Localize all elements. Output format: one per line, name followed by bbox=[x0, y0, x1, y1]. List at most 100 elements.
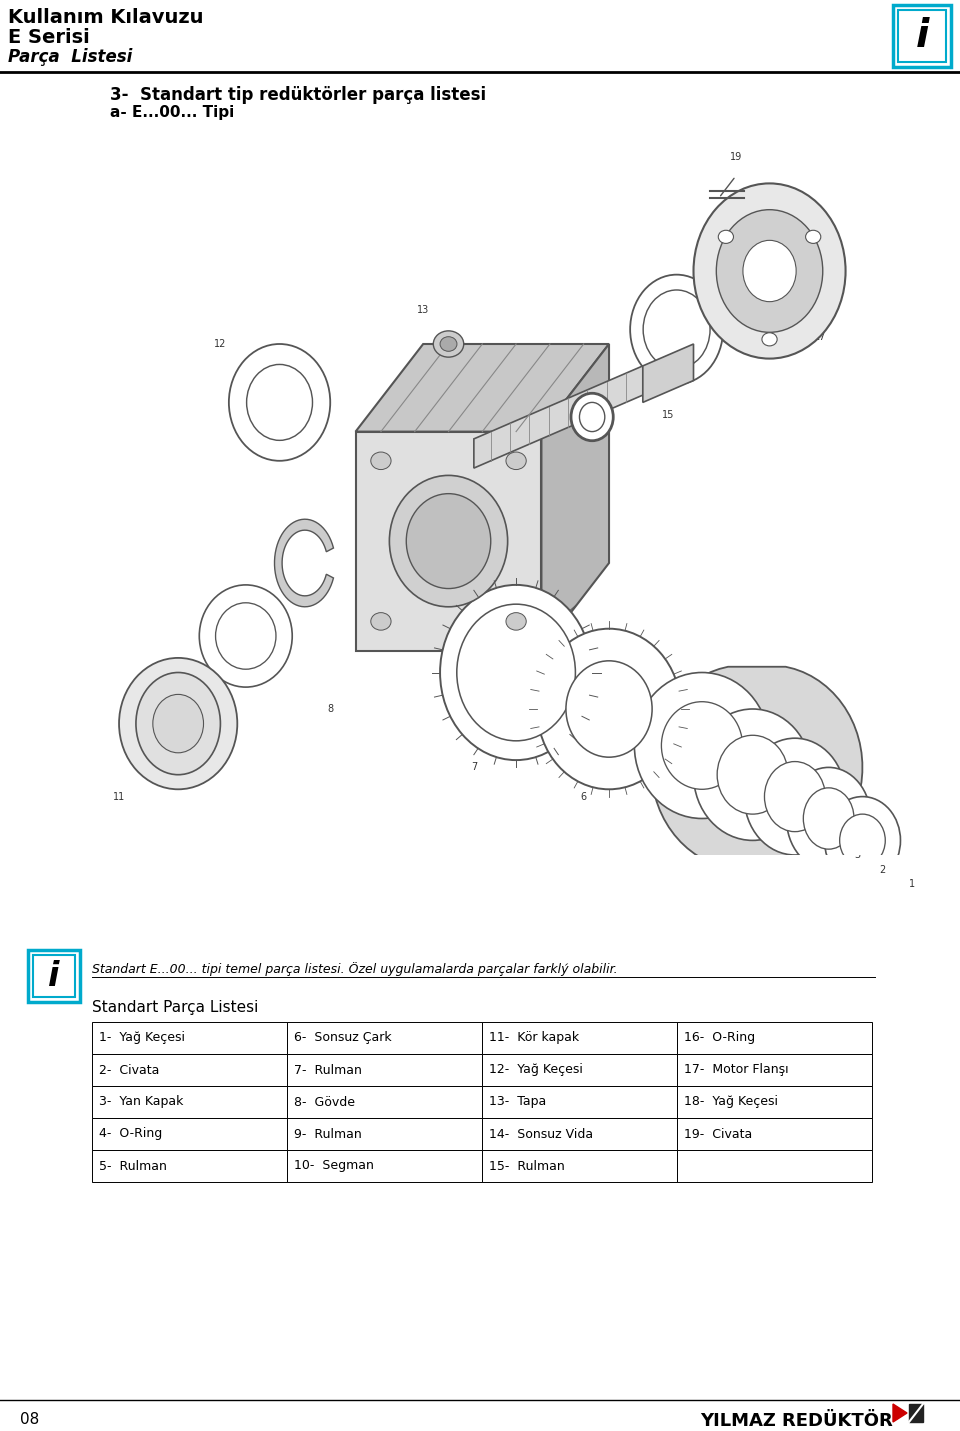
Text: 5: 5 bbox=[778, 813, 784, 823]
Ellipse shape bbox=[786, 767, 871, 870]
Ellipse shape bbox=[693, 708, 812, 840]
Text: 5-  Rulman: 5- Rulman bbox=[99, 1159, 167, 1172]
Text: 15: 15 bbox=[662, 409, 674, 419]
Text: 17: 17 bbox=[814, 332, 827, 342]
Circle shape bbox=[762, 333, 778, 346]
Text: 8: 8 bbox=[327, 704, 333, 714]
Ellipse shape bbox=[764, 761, 826, 831]
Text: 18-  Yağ Keçesi: 18- Yağ Keçesi bbox=[684, 1096, 778, 1109]
Bar bbox=[287, 1118, 482, 1151]
Text: i: i bbox=[48, 960, 60, 993]
Bar bbox=[677, 1118, 872, 1151]
Polygon shape bbox=[541, 343, 609, 651]
Ellipse shape bbox=[566, 661, 652, 757]
Bar bbox=[909, 1404, 923, 1422]
Bar bbox=[287, 1151, 482, 1182]
Ellipse shape bbox=[635, 673, 770, 819]
Circle shape bbox=[718, 230, 733, 243]
Ellipse shape bbox=[717, 736, 788, 814]
Bar bbox=[92, 1055, 287, 1086]
Bar bbox=[677, 1055, 872, 1086]
Bar bbox=[482, 1151, 677, 1182]
Text: 14-  Sonsuz Vida: 14- Sonsuz Vida bbox=[489, 1128, 593, 1141]
Text: Standart E...00... tipi temel parça listesi. Özel uygulamalarda parçalar farklý : Standart E...00... tipi temel parça list… bbox=[92, 962, 617, 976]
Bar bbox=[677, 1022, 872, 1055]
Text: 1-  Yağ Keçesi: 1- Yağ Keçesi bbox=[99, 1032, 185, 1045]
Text: 2: 2 bbox=[879, 864, 886, 874]
Text: 3: 3 bbox=[854, 850, 860, 860]
Bar bbox=[482, 1118, 677, 1151]
Circle shape bbox=[371, 452, 391, 469]
Text: 1: 1 bbox=[909, 879, 915, 889]
Bar bbox=[287, 1022, 482, 1055]
Text: 7: 7 bbox=[470, 763, 477, 773]
Text: 12: 12 bbox=[214, 339, 227, 349]
Text: 9-  Rulman: 9- Rulman bbox=[294, 1128, 362, 1141]
Bar bbox=[92, 1022, 287, 1055]
Circle shape bbox=[805, 230, 821, 243]
Text: Kullanım Kılavuzu: Kullanım Kılavuzu bbox=[8, 9, 204, 27]
Polygon shape bbox=[893, 1404, 907, 1422]
Text: 16: 16 bbox=[543, 468, 556, 478]
Bar bbox=[287, 1055, 482, 1086]
Text: 12-  Yağ Keçesi: 12- Yağ Keçesi bbox=[489, 1063, 583, 1076]
Text: 18: 18 bbox=[603, 391, 615, 401]
Polygon shape bbox=[355, 432, 541, 651]
Text: 08: 08 bbox=[20, 1412, 39, 1427]
Text: 19-  Civata: 19- Civata bbox=[684, 1128, 753, 1141]
Bar bbox=[482, 1086, 677, 1118]
Polygon shape bbox=[474, 366, 643, 468]
Ellipse shape bbox=[840, 814, 885, 867]
Circle shape bbox=[506, 452, 526, 469]
Text: 13-  Tapa: 13- Tapa bbox=[489, 1096, 546, 1109]
Ellipse shape bbox=[693, 183, 846, 359]
Ellipse shape bbox=[643, 290, 710, 369]
Text: Standart Parça Listesi: Standart Parça Listesi bbox=[92, 1000, 258, 1015]
Text: i: i bbox=[915, 17, 928, 54]
Ellipse shape bbox=[743, 240, 796, 302]
Ellipse shape bbox=[200, 585, 292, 687]
Text: 8-  Gövde: 8- Gövde bbox=[294, 1096, 355, 1109]
Ellipse shape bbox=[571, 394, 613, 441]
Bar bbox=[677, 1151, 872, 1182]
Ellipse shape bbox=[247, 365, 313, 441]
Text: 4-  O-Ring: 4- O-Ring bbox=[99, 1128, 162, 1141]
Text: 2-  Civata: 2- Civata bbox=[99, 1063, 159, 1076]
Bar bbox=[92, 1118, 287, 1151]
Ellipse shape bbox=[804, 788, 854, 849]
Text: 17-  Motor Flanşı: 17- Motor Flanşı bbox=[684, 1063, 788, 1076]
Text: a- E...00... Tipi: a- E...00... Tipi bbox=[110, 104, 234, 120]
Circle shape bbox=[371, 612, 391, 630]
Ellipse shape bbox=[580, 402, 605, 432]
Ellipse shape bbox=[457, 604, 575, 741]
Ellipse shape bbox=[136, 673, 221, 774]
Text: 7-  Rulman: 7- Rulman bbox=[294, 1063, 362, 1076]
Circle shape bbox=[506, 612, 526, 630]
Text: 16-  O-Ring: 16- O-Ring bbox=[684, 1032, 756, 1045]
Bar bbox=[898, 10, 946, 62]
Text: 11-  Kör kapak: 11- Kör kapak bbox=[489, 1032, 579, 1045]
Circle shape bbox=[433, 331, 464, 358]
Text: 6-  Sonsuz Çark: 6- Sonsuz Çark bbox=[294, 1032, 392, 1045]
Bar bbox=[33, 954, 75, 997]
Text: 6: 6 bbox=[581, 791, 587, 801]
Text: 10-  Segman: 10- Segman bbox=[294, 1159, 373, 1172]
Ellipse shape bbox=[825, 797, 900, 884]
Bar bbox=[482, 1022, 677, 1055]
Bar bbox=[677, 1086, 872, 1118]
Bar bbox=[287, 1086, 482, 1118]
Text: 10: 10 bbox=[180, 697, 193, 707]
Circle shape bbox=[440, 336, 457, 351]
Bar bbox=[482, 1055, 677, 1086]
Text: 19: 19 bbox=[730, 152, 742, 162]
Text: 3-  Standart tip redüktörler parça listesi: 3- Standart tip redüktörler parça listes… bbox=[110, 86, 486, 104]
Text: 15-  Rulman: 15- Rulman bbox=[489, 1159, 564, 1172]
Ellipse shape bbox=[119, 658, 237, 790]
Text: 13: 13 bbox=[417, 305, 429, 315]
Ellipse shape bbox=[440, 585, 592, 760]
Text: Parça  Listesi: Parça Listesi bbox=[8, 49, 132, 66]
Text: 4: 4 bbox=[820, 836, 827, 846]
Bar bbox=[893, 4, 951, 67]
Ellipse shape bbox=[228, 343, 330, 461]
Ellipse shape bbox=[216, 602, 276, 670]
